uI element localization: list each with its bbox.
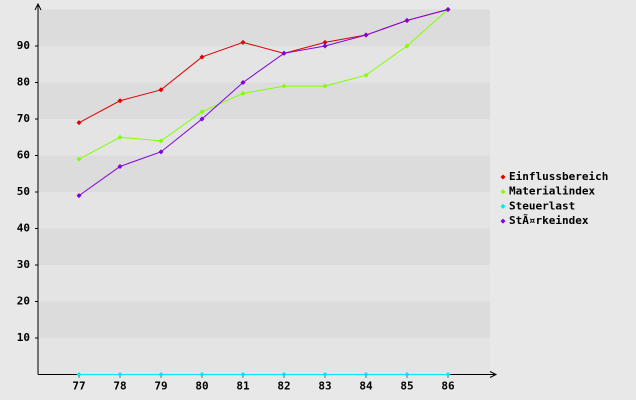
data-point bbox=[117, 98, 123, 104]
data-point bbox=[240, 90, 246, 96]
x-tick-label: 85 bbox=[400, 380, 413, 393]
grid-band bbox=[38, 155, 490, 192]
x-tick-label: 79 bbox=[154, 380, 167, 393]
data-point bbox=[158, 372, 164, 377]
data-point bbox=[240, 80, 246, 85]
y-tick-label: 30 bbox=[17, 258, 30, 271]
x-tick-label: 81 bbox=[236, 380, 250, 393]
data-point bbox=[76, 120, 82, 126]
grid-band bbox=[38, 46, 490, 83]
data-point bbox=[281, 83, 287, 89]
x-tick-label: 86 bbox=[441, 380, 455, 393]
data-point bbox=[445, 372, 451, 377]
data-point bbox=[404, 43, 410, 49]
data-point bbox=[199, 54, 205, 60]
data-point bbox=[76, 156, 82, 162]
grid-band bbox=[38, 9, 490, 46]
data-point bbox=[322, 39, 328, 45]
data-point bbox=[158, 149, 164, 155]
grid-band bbox=[38, 228, 490, 265]
data-point bbox=[240, 372, 246, 377]
data-point bbox=[322, 372, 328, 377]
data-point bbox=[404, 372, 410, 377]
data-point bbox=[281, 50, 287, 56]
data-point bbox=[117, 163, 123, 169]
data-point bbox=[363, 372, 369, 377]
y-tick-label: 70 bbox=[17, 112, 30, 125]
legend-label: StÃ¤rkeindex bbox=[509, 214, 589, 227]
y-tick-label: 50 bbox=[17, 185, 30, 198]
data-point bbox=[76, 193, 82, 199]
x-tick-label: 80 bbox=[195, 380, 208, 393]
data-point bbox=[199, 372, 205, 377]
legend-label: Materialindex bbox=[509, 185, 595, 198]
legend-label: Steuerlast bbox=[509, 199, 575, 212]
legend-marker bbox=[500, 203, 506, 209]
data-point bbox=[322, 83, 328, 89]
data-point bbox=[117, 372, 123, 377]
y-tick-label: 90 bbox=[17, 39, 30, 52]
grid-band bbox=[38, 82, 490, 119]
grid-band bbox=[38, 192, 490, 229]
y-tick-label: 40 bbox=[17, 222, 30, 235]
legend-marker bbox=[500, 174, 506, 180]
data-point bbox=[363, 72, 369, 78]
y-axis-arrow bbox=[34, 2, 42, 11]
y-tick-label: 10 bbox=[17, 331, 30, 344]
legend-marker bbox=[500, 218, 506, 224]
data-point bbox=[117, 134, 123, 140]
data-point bbox=[404, 17, 410, 23]
data-point bbox=[240, 39, 246, 45]
legend-label: Einflussbereich bbox=[509, 170, 608, 183]
series-line bbox=[78, 9, 449, 160]
data-point bbox=[363, 32, 369, 38]
data-point bbox=[158, 138, 164, 144]
grid-band bbox=[38, 265, 490, 302]
grid-band bbox=[38, 119, 490, 156]
y-tick-label: 80 bbox=[17, 76, 30, 89]
data-point bbox=[445, 7, 451, 12]
legend-marker bbox=[500, 189, 506, 195]
series-line bbox=[78, 9, 449, 197]
x-tick-label: 84 bbox=[359, 380, 373, 393]
grid-band bbox=[38, 301, 490, 338]
x-tick-label: 83 bbox=[318, 380, 331, 393]
data-point bbox=[76, 372, 82, 377]
x-tick-label: 82 bbox=[277, 380, 290, 393]
x-axis-arrow bbox=[489, 371, 498, 378]
data-point bbox=[199, 109, 205, 115]
data-point bbox=[199, 116, 205, 122]
x-tick-label: 78 bbox=[113, 380, 126, 393]
data-point bbox=[322, 43, 328, 49]
x-tick-label: 77 bbox=[72, 380, 85, 393]
y-tick-label: 60 bbox=[17, 149, 30, 162]
data-point bbox=[158, 87, 164, 93]
y-tick-label: 20 bbox=[17, 295, 30, 308]
data-point bbox=[281, 372, 287, 377]
